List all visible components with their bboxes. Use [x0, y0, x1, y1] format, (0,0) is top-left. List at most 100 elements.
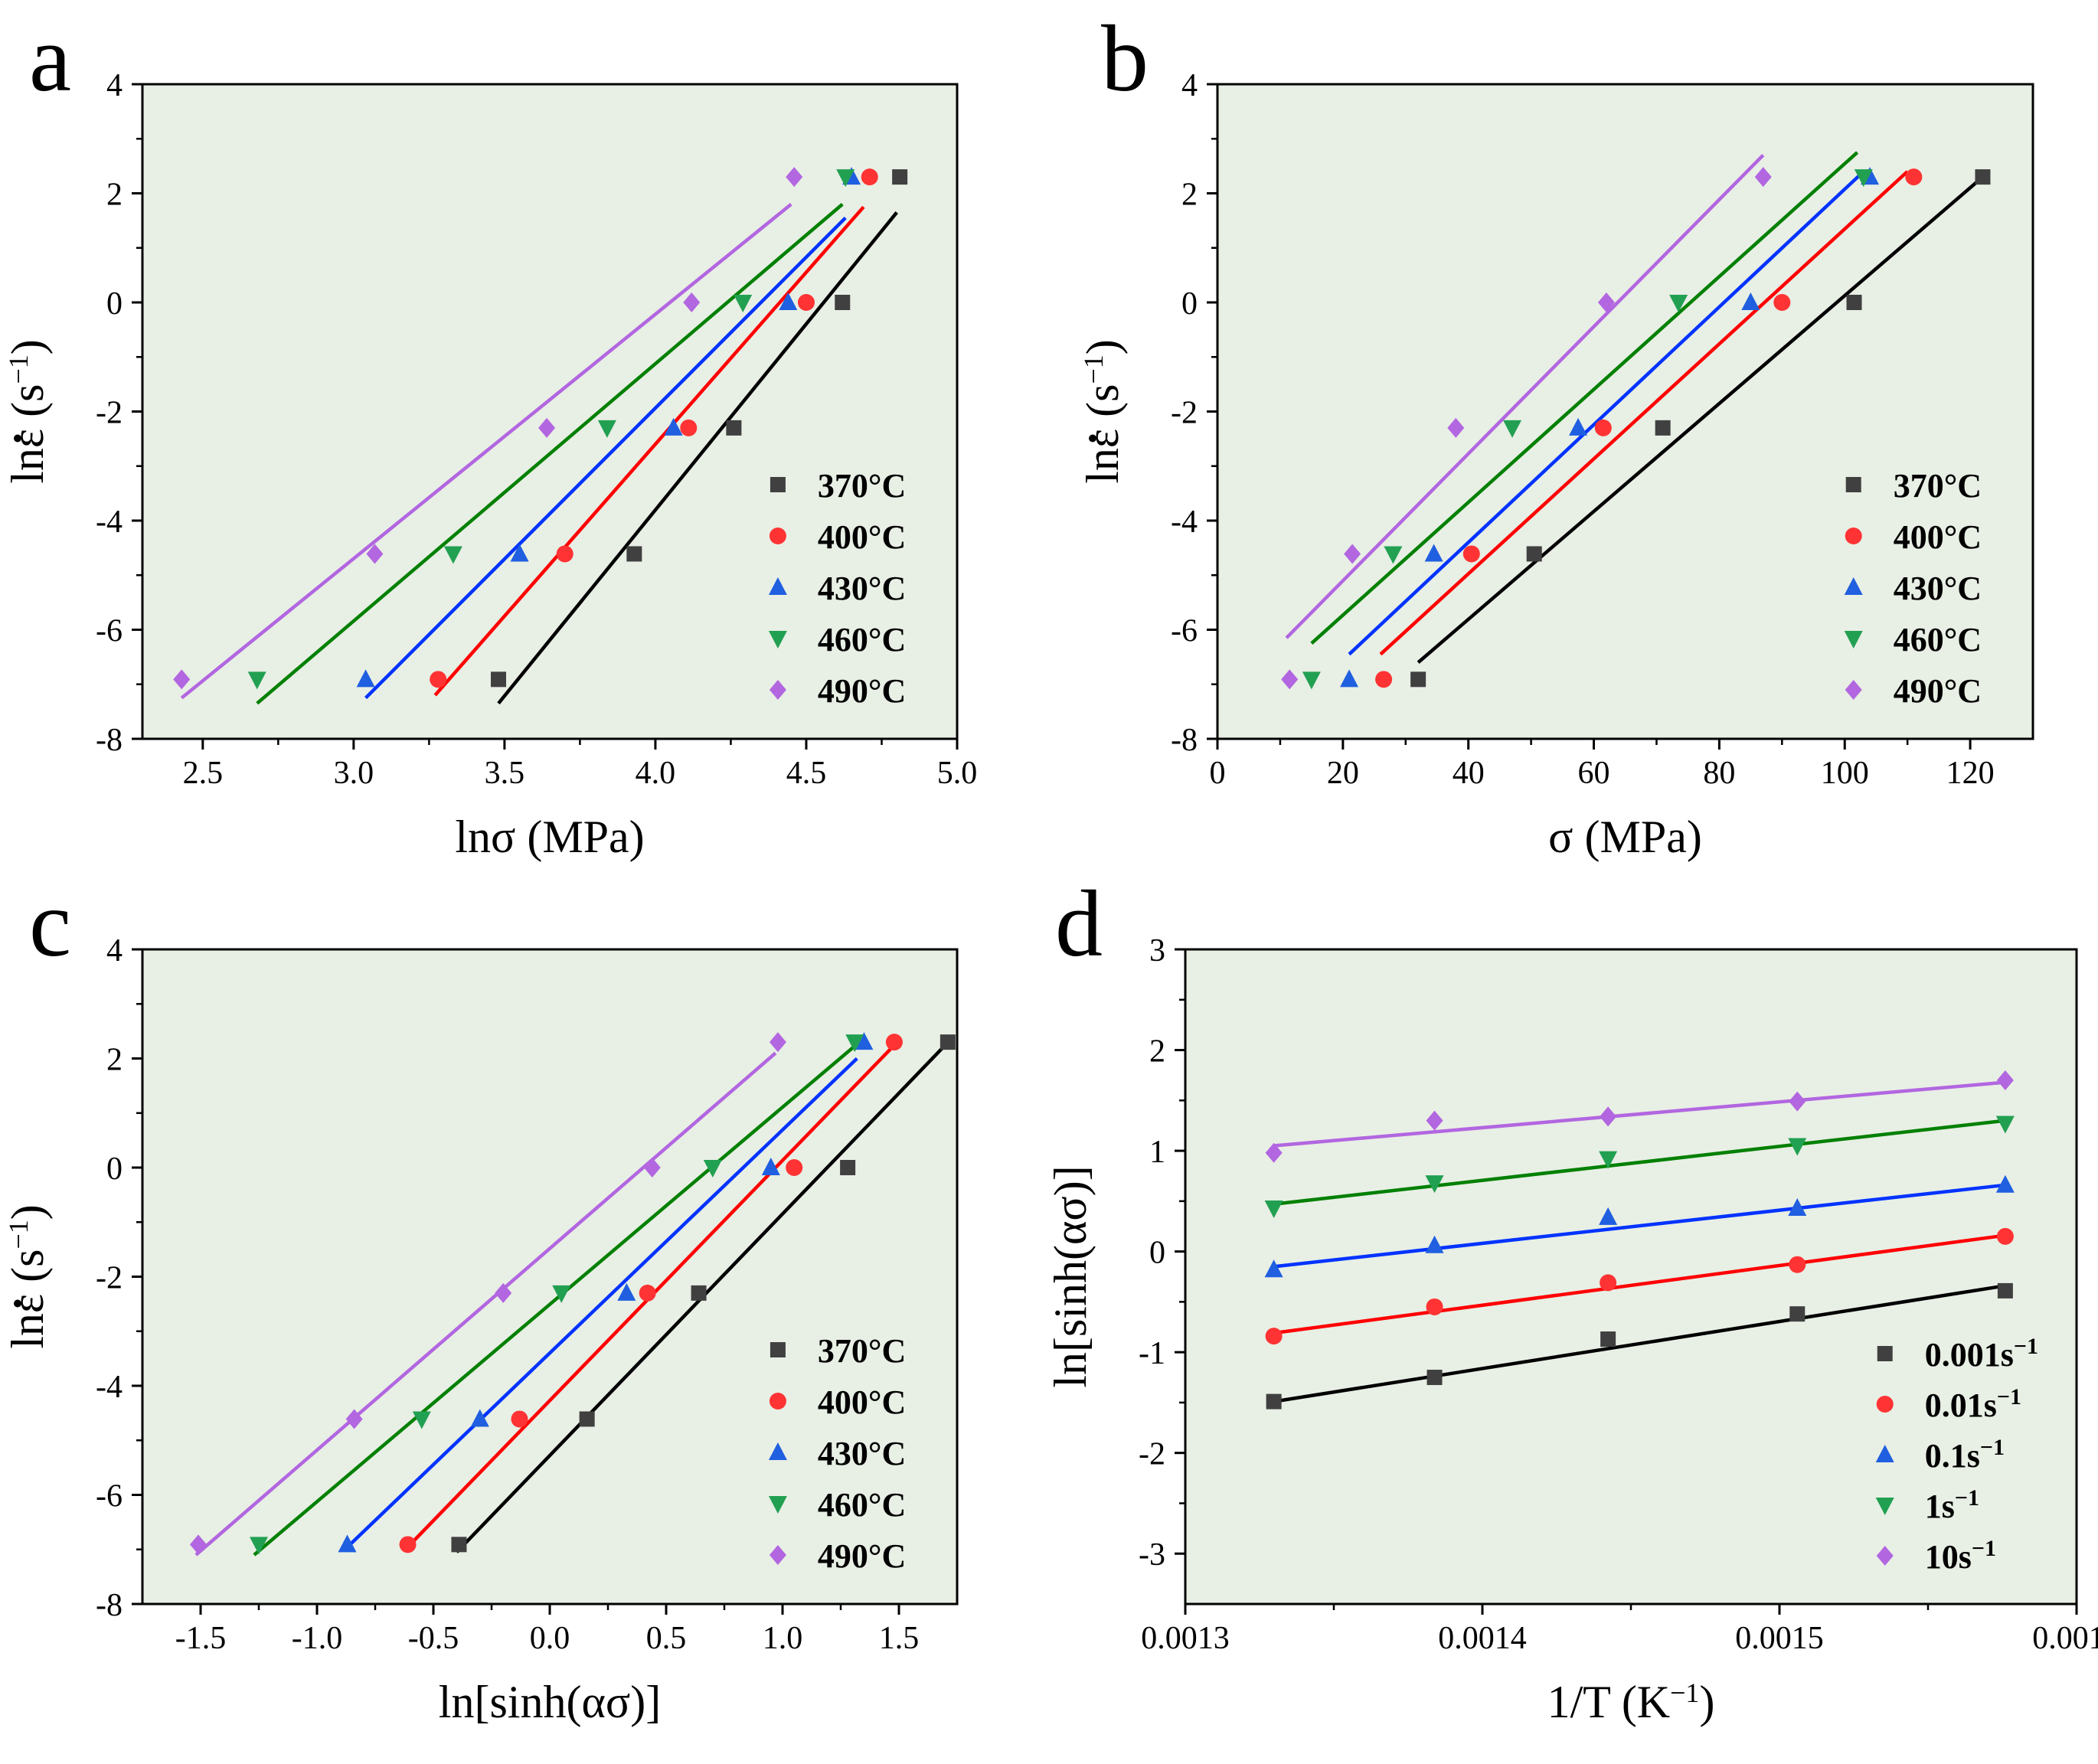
x-tick-label: 1.5: [879, 1621, 920, 1656]
x-tick-label: 80: [1703, 756, 1735, 791]
legend-label: 490°C: [818, 1537, 906, 1575]
legend-marker-490°C: [1845, 680, 1862, 700]
x-tick-label: 1.0: [763, 1621, 803, 1656]
data-point-0.01s−1: [1789, 1256, 1806, 1273]
legend-marker-430°C: [768, 577, 787, 595]
y-tick-label: -6: [1171, 614, 1198, 649]
y-tick-label: 4: [106, 933, 123, 969]
fit-line-460°C: [253, 1040, 861, 1557]
y-tick-label: 1: [1149, 1135, 1165, 1170]
legend-label: 430°C: [818, 1435, 906, 1472]
y-axis-label-exponent: −1: [1078, 354, 1109, 384]
data-point-1s−1: [1599, 1151, 1618, 1169]
legend-label: 400°C: [818, 518, 906, 556]
data-point-0.1s−1: [1425, 1235, 1444, 1253]
data-point-430°C: [510, 544, 529, 562]
x-axis-label-main: 1/T (K: [1547, 1677, 1671, 1727]
data-point-0.1s−1: [1788, 1198, 1807, 1217]
data-point-490°C: [643, 1158, 661, 1178]
data-point-460°C: [1302, 671, 1321, 690]
legend-label: 460°C: [818, 621, 906, 658]
x-tick-label: 0.5: [646, 1621, 687, 1656]
data-point-0.1s−1: [1264, 1259, 1283, 1278]
y-axis-label-main: lnε: [2, 417, 53, 484]
data-point-370°C: [451, 1537, 467, 1553]
y-tick-label: 4: [106, 68, 123, 103]
fit-line-490°C: [180, 203, 792, 700]
x-axis-label: lnσ (MPa): [455, 812, 644, 862]
data-point-1s−1: [1788, 1138, 1807, 1156]
data-point-400°C: [680, 419, 698, 436]
x-tick-label: 0.0014: [1438, 1621, 1527, 1656]
x-tick-label: 20: [1327, 756, 1359, 791]
data-point-370°C: [1846, 295, 1862, 310]
data-point-430°C: [1741, 292, 1760, 310]
x-tick-label: 40: [1453, 756, 1485, 791]
data-point-490°C: [345, 1409, 363, 1429]
x-axis-label-close: ): [1699, 1677, 1714, 1727]
data-point-490°C: [1344, 544, 1361, 564]
data-point-370°C: [579, 1411, 595, 1427]
data-point-0.001s−1: [1997, 1282, 2013, 1298]
data-point-430°C: [1569, 417, 1588, 436]
data-point-460°C: [734, 295, 753, 312]
y-tick-label: -2: [1139, 1437, 1165, 1472]
data-point-400°C: [861, 168, 878, 186]
fit-line-10s−1: [1273, 1080, 2006, 1148]
data-point-490°C: [683, 292, 701, 312]
legend-entry: 0.001s−1: [1925, 1334, 2038, 1374]
data-point-0.1s−1: [1599, 1207, 1618, 1225]
y-axis-label-close: ): [2, 1204, 53, 1220]
y-axis-label-unit: (s: [2, 1250, 53, 1282]
panel-letter: b: [1101, 6, 1149, 111]
data-point-490°C: [1597, 292, 1615, 312]
panel-letter: d: [1055, 871, 1103, 976]
data-point-370°C: [491, 671, 507, 688]
x-tick-label: 5.0: [937, 756, 978, 791]
data-point-490°C: [538, 417, 556, 438]
legend-entry: 0.1s−1: [1925, 1435, 2005, 1475]
data-point-0.001s−1: [1789, 1306, 1806, 1322]
data-point-460°C: [1854, 169, 1873, 188]
panel-c: c -1.5 -1.0 -0.5 0.0 0.5 1.0 1.5 -8 -6 -4 -2 0 2 4 ln[…: [2, 871, 959, 1727]
fit-line-430°C: [1348, 170, 1865, 656]
data-point-430°C: [1340, 669, 1359, 688]
legend-marker-460°C: [1844, 631, 1863, 648]
y-tick-label: -6: [96, 614, 123, 649]
legend-label: 0.001s: [1925, 1336, 2014, 1374]
x-axis-label-exponent: −1: [1670, 1677, 1699, 1708]
data-point-0.001s−1: [1600, 1331, 1616, 1348]
panel-b: b 0 20 40 60 80 100 120 -8 -6 -4 -2 0 2 4 σ (MPa) lnε (…: [1077, 6, 2034, 862]
data-point-460°C: [1669, 295, 1688, 312]
y-axis-label: lnε (s−1): [2, 1204, 53, 1349]
data-point-490°C: [769, 1032, 786, 1053]
fit-line-0.1s−1: [1273, 1183, 2006, 1269]
data-point-400°C: [1905, 168, 1923, 186]
x-tick-label: 2.5: [183, 756, 224, 791]
y-axis-label-main: lnε: [2, 1282, 53, 1349]
data-point-370°C: [892, 169, 908, 185]
y-axis-label-exponent: −1: [3, 354, 34, 384]
data-point-460°C: [412, 1411, 431, 1429]
data-point-370°C: [691, 1285, 707, 1301]
y-tick-label: -8: [1171, 723, 1198, 758]
fit-line-0.01s−1: [1273, 1233, 2006, 1335]
data-point-400°C: [399, 1536, 417, 1553]
fit-line-460°C: [256, 203, 844, 705]
y-axis-label-close: ): [2, 339, 53, 354]
y-tick-label: -3: [1139, 1537, 1165, 1573]
legend-label-exponent: −1: [1955, 1485, 1979, 1511]
data-point-1s−1: [1425, 1175, 1444, 1194]
y-axis-label-exponent: −1: [3, 1220, 34, 1249]
data-point-400°C: [1773, 294, 1791, 311]
legend-label-exponent: −1: [2014, 1334, 2038, 1359]
y-tick-label: 2: [106, 178, 123, 213]
data-point-400°C: [1594, 419, 1612, 436]
data-point-400°C: [556, 545, 574, 563]
legend-label: 400°C: [1894, 518, 1982, 556]
y-tick-label: -8: [96, 1588, 123, 1623]
legend-marker-400°C: [769, 528, 786, 544]
y-axis-label-main: lnε: [1077, 417, 1128, 484]
legend-marker-0.001s−1: [1877, 1346, 1893, 1361]
